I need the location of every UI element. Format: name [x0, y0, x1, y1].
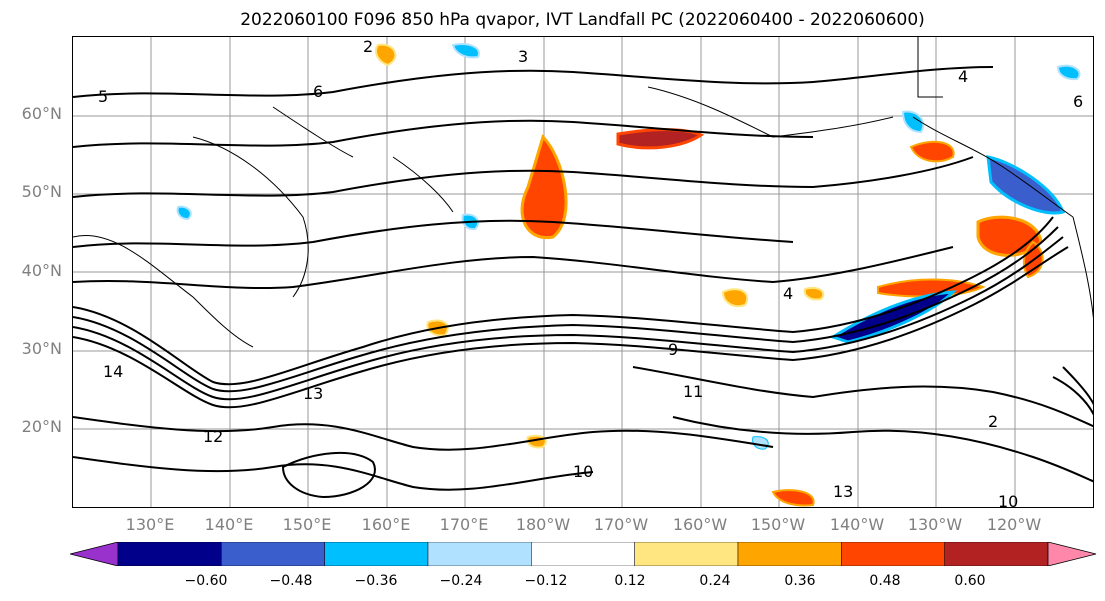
colorbar-segment — [737, 541, 842, 567]
colorbar-segment — [427, 541, 532, 567]
contour-label: 4 — [958, 67, 968, 86]
lat-label: 40°N — [21, 261, 62, 280]
colorbar-segment — [221, 541, 325, 567]
colorbar — [69, 541, 1100, 570]
lon-label: 130°W — [907, 515, 963, 534]
colorbar-extend-low — [69, 541, 119, 567]
contour-label: 12 — [203, 427, 223, 446]
colorbar-tick: 0.24 — [699, 573, 731, 589]
graticule — [73, 37, 1093, 507]
contour-label: 6 — [1073, 92, 1083, 111]
lon-label: 160°W — [672, 515, 728, 534]
lon-label: 120°W — [986, 515, 1042, 534]
contour-label: 9 — [668, 340, 678, 359]
lon-label: 140°W — [829, 515, 885, 534]
colorbar-tick: −0.24 — [439, 573, 483, 589]
lon-label: 170°E — [439, 515, 489, 534]
contour-label: 13 — [833, 482, 853, 501]
colorbar-segment — [324, 541, 429, 567]
colorbar-tick: −0.48 — [269, 573, 313, 589]
contour-label: 10 — [573, 462, 593, 481]
colorbar-segment — [531, 541, 635, 567]
colorbar-svg — [69, 541, 1097, 567]
lon-label: 140°E — [204, 515, 254, 534]
colorbar-segments — [117, 541, 1049, 567]
lon-label: 180°W — [515, 515, 571, 534]
colorbar-segment — [117, 541, 222, 567]
contour-label: 11 — [683, 382, 703, 401]
colorbar-tick: 0.36 — [784, 573, 816, 589]
map-panel: 2 3 4 5 6 9 11 12 13 14 10 13 4 6 10 2 — [72, 36, 1094, 508]
colorbar-segment — [841, 541, 945, 567]
contour-label: 10 — [998, 492, 1018, 508]
lon-label: 150°W — [750, 515, 806, 534]
lat-label: 30°N — [21, 339, 62, 358]
contour-label: 14 — [103, 362, 123, 381]
colorbar-segment — [634, 541, 739, 567]
lat-label: 20°N — [21, 417, 62, 436]
colorbar-extend-high — [1047, 541, 1097, 567]
contour-label: 3 — [518, 47, 528, 66]
colorbar-segment — [944, 541, 1049, 567]
lat-label: 60°N — [21, 104, 62, 123]
colorbar-tick: 0.12 — [614, 573, 646, 589]
lat-label: 50°N — [21, 182, 62, 201]
contour-label: 13 — [303, 384, 323, 403]
colorbar-tick: 0.48 — [869, 573, 901, 589]
colorbar-tick: −0.12 — [524, 573, 568, 589]
contour-lines — [73, 66, 1093, 499]
colorbar-tick: −0.36 — [354, 573, 398, 589]
colorbar-tick: −0.60 — [184, 573, 228, 589]
positive-anomaly-patches — [375, 43, 1044, 507]
contour-label: 4 — [783, 284, 793, 303]
contour-label: 2 — [363, 37, 373, 56]
lon-label: 170°W — [593, 515, 649, 534]
contour-label: 6 — [313, 82, 323, 101]
contour-label-group: 2 3 4 5 6 9 11 12 13 14 10 13 4 6 10 2 — [98, 37, 1083, 508]
lon-label: 160°E — [361, 515, 411, 534]
contour-label: 2 — [988, 412, 998, 431]
lon-label: 130°E — [125, 515, 175, 534]
lon-label: 150°E — [282, 515, 332, 534]
contour-label: 5 — [98, 87, 108, 106]
map-canvas: 2 3 4 5 6 9 11 12 13 14 10 13 4 6 10 2 — [73, 37, 1093, 508]
figure-title: 2022060100 F096 850 hPa qvapor, IVT Land… — [240, 10, 925, 30]
colorbar-tick: 0.60 — [954, 573, 986, 589]
